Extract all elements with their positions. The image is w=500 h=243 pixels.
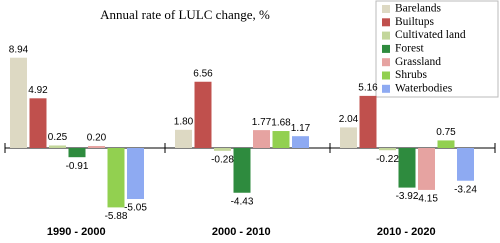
data-label: 2.04 [339,114,359,125]
legend-swatch [382,44,390,53]
data-label: -4.15 [415,194,438,205]
data-label: 0.25 [48,132,68,143]
legend-swatch [382,5,390,13]
data-label: -5.05 [124,203,147,214]
data-label: 1.80 [174,116,194,127]
legend-label: Builtups [395,16,435,28]
bar [194,81,212,148]
bar [437,140,455,148]
data-label: 0.20 [87,133,107,144]
bar [457,148,474,181]
data-label: -0.22 [376,154,399,165]
x-tick-label: 2000 - 2010 [212,226,271,238]
bar [49,145,66,148]
data-label: -4.43 [231,196,254,207]
data-label: -3.92 [396,191,419,202]
legend-swatch [382,18,390,27]
bar [398,148,416,188]
data-label: 4.92 [28,85,48,96]
bar [233,148,251,193]
bar [175,129,192,148]
data-label: -0.28 [211,154,234,165]
data-label: -5.88 [105,211,128,222]
bar [88,145,105,148]
bar [68,148,86,158]
legend-swatch [382,58,390,67]
data-label: -0.91 [66,161,89,172]
bar [127,148,144,200]
data-label: 1.17 [291,123,311,134]
bar [359,95,377,148]
legend-label: Waterbodies [395,82,453,94]
bar [340,127,357,148]
x-tick-label: 2010 - 2020 [377,226,436,238]
data-label: 0.75 [436,127,456,138]
chart-title: Annual rate of LULC change, % [100,7,270,22]
data-label: -3.24 [454,184,477,195]
bar [29,98,47,148]
legend-label: Cultivated land [395,29,466,41]
legend-label: Barelands [395,3,442,15]
legend-swatch [382,84,390,93]
legend-label: Forest [395,43,425,55]
data-label: 1.68 [271,118,291,129]
bar [379,148,396,151]
data-label: 8.94 [9,44,29,55]
legend-swatch [382,31,390,40]
bar [10,57,27,148]
x-tick-label: 1990 - 2000 [47,226,106,238]
bar [214,148,231,151]
bar [253,130,270,148]
bar [107,148,125,208]
legend-box [375,0,499,98]
data-label: 1.77 [252,117,272,128]
legend-label: Shrubs [395,69,427,81]
legend-swatch [382,71,390,80]
legend-label: Grassland [395,56,441,68]
data-label: 6.56 [193,68,213,79]
bar [418,148,435,190]
bar [272,131,290,148]
data-label: 5.16 [358,83,378,94]
bar [292,136,309,148]
